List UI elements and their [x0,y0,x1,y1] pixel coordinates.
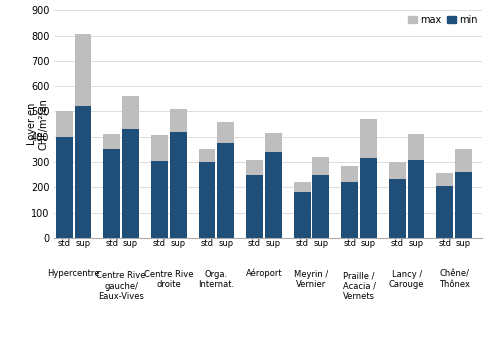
Bar [170,109,186,132]
Bar [103,134,120,149]
Text: Aéroport: Aéroport [246,269,282,278]
Text: Meyrin /
Vernier: Meyrin / Vernier [294,270,329,289]
Bar [389,178,406,238]
Bar [360,158,377,238]
Bar [75,34,92,106]
Legend: max, min: max, min [408,15,477,25]
Bar [56,112,73,137]
Bar [312,157,329,175]
Bar [341,182,358,238]
Bar [246,175,263,238]
Bar [170,132,186,238]
Bar [217,143,234,238]
Bar [341,166,358,182]
Bar [103,149,120,238]
Bar [294,192,310,238]
Text: Hypercentre: Hypercentre [47,269,100,277]
Bar [217,122,234,143]
Bar [265,152,282,238]
Bar [122,96,139,129]
Bar [151,161,168,238]
Text: Centre Rive
gauche/
Eaux-Vives: Centre Rive gauche/ Eaux-Vives [96,271,146,301]
Bar [199,149,215,162]
Bar [408,159,425,238]
Text: Lancy /
Carouge: Lancy / Carouge [389,270,425,289]
Bar [455,172,472,238]
Bar [294,182,310,192]
Bar [265,133,282,152]
Bar [75,106,92,238]
Text: Chêne/
Thônex: Chêne/ Thônex [439,270,470,289]
Y-axis label: Loyer en
CHF/m²/an: Loyer en CHF/m²/an [27,98,48,150]
Text: Praille /
Acacia /
Vernets: Praille / Acacia / Vernets [342,271,375,301]
Bar [455,149,472,172]
Bar [436,186,453,238]
Bar [56,137,73,238]
Bar [199,162,215,238]
Bar [360,119,377,158]
Bar [436,173,453,186]
Text: Orga.
Internat.: Orga. Internat. [198,270,234,289]
Bar [246,159,263,175]
Bar [312,175,329,238]
Text: Centre Rive
droite: Centre Rive droite [144,270,193,289]
Bar [151,135,168,161]
Bar [389,162,406,179]
Bar [122,129,139,238]
Bar [408,134,425,159]
